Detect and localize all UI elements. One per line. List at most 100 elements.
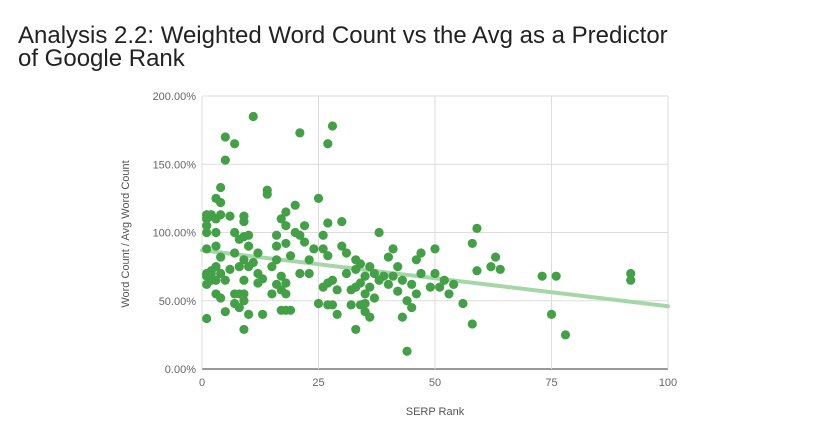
data-point <box>202 244 212 254</box>
data-point <box>257 309 268 319</box>
data-point <box>239 275 249 285</box>
data-point <box>262 185 272 195</box>
data-point <box>365 282 375 292</box>
data-point <box>281 278 291 288</box>
data-point <box>327 300 338 310</box>
data-point <box>551 271 561 281</box>
data-point <box>351 324 361 335</box>
data-point <box>327 121 338 131</box>
data-point <box>230 227 240 238</box>
data-point <box>360 271 370 281</box>
data-point <box>211 262 221 272</box>
data-point <box>216 182 226 193</box>
data-point <box>472 223 482 234</box>
data-point <box>295 230 305 240</box>
data-point <box>411 255 421 265</box>
data-point <box>332 309 342 319</box>
data-point <box>230 248 240 258</box>
data-point <box>309 244 319 254</box>
y-tick-label: 0.00% <box>165 364 196 376</box>
data-point <box>253 248 263 258</box>
y-tick-label: 150.00% <box>153 159 197 171</box>
data-points <box>202 111 636 356</box>
data-point <box>546 309 557 319</box>
x-tick-label: 100 <box>659 377 677 389</box>
data-point <box>332 285 342 295</box>
data-point <box>281 238 291 249</box>
data-point <box>211 275 221 285</box>
data-point <box>216 210 226 220</box>
data-point <box>341 248 352 258</box>
data-point <box>416 268 426 279</box>
y-tick-label: 200.00% <box>153 91 197 103</box>
data-point <box>295 128 305 138</box>
data-point <box>216 293 226 303</box>
data-point <box>202 313 212 324</box>
data-point <box>216 252 226 262</box>
data-point <box>467 238 477 249</box>
data-point <box>281 289 291 299</box>
data-point <box>239 324 249 335</box>
data-point <box>318 244 328 254</box>
data-point <box>402 346 412 356</box>
data-point <box>393 286 403 296</box>
data-point <box>393 262 403 272</box>
x-axis-ticks: 0 25 50 75 100 <box>199 377 677 389</box>
data-point <box>230 139 240 149</box>
data-point <box>327 275 338 285</box>
data-point <box>276 271 286 281</box>
x-tick-label: 75 <box>545 377 557 389</box>
data-point <box>323 218 333 228</box>
data-point <box>360 298 370 309</box>
data-point <box>225 264 235 274</box>
data-point <box>202 221 212 231</box>
data-point <box>234 262 244 272</box>
data-point <box>537 271 547 281</box>
data-point <box>216 197 226 208</box>
data-point <box>239 255 249 265</box>
data-point <box>444 289 454 299</box>
data-point <box>365 312 375 322</box>
data-point <box>467 319 477 329</box>
data-point <box>267 262 277 272</box>
y-axis-ticks: 0.00% 50.00% 100.00% 150.00% 200.00% <box>153 91 197 376</box>
data-point <box>304 255 314 265</box>
data-point <box>239 289 249 299</box>
x-axis-label: SERP Rank <box>406 406 465 418</box>
data-point <box>369 293 380 303</box>
data-point <box>313 298 324 309</box>
data-point <box>216 268 226 279</box>
data-point <box>407 302 417 313</box>
data-point <box>435 282 445 292</box>
data-point <box>425 282 435 292</box>
data-point <box>374 227 384 238</box>
data-point <box>281 207 291 217</box>
data-point <box>383 279 393 289</box>
data-point <box>439 275 449 285</box>
data-point <box>355 259 366 269</box>
data-point <box>337 241 347 251</box>
data-point <box>271 241 282 251</box>
data-point <box>271 230 282 240</box>
data-point <box>248 257 258 268</box>
data-point <box>281 221 291 231</box>
data-point <box>244 309 254 319</box>
data-point <box>490 252 501 262</box>
data-point <box>271 255 282 265</box>
data-point <box>430 268 440 279</box>
data-point <box>355 278 366 288</box>
data-point <box>360 289 370 299</box>
data-point <box>458 298 468 309</box>
data-point <box>626 275 636 285</box>
data-point <box>323 251 333 261</box>
data-point <box>299 237 310 247</box>
x-tick-label: 50 <box>429 377 441 389</box>
data-point <box>248 111 258 122</box>
data-point <box>411 289 421 299</box>
data-point <box>220 155 230 165</box>
data-point <box>472 266 482 276</box>
data-point <box>267 289 277 299</box>
y-tick-label: 100.00% <box>153 228 197 240</box>
data-point <box>397 275 407 285</box>
